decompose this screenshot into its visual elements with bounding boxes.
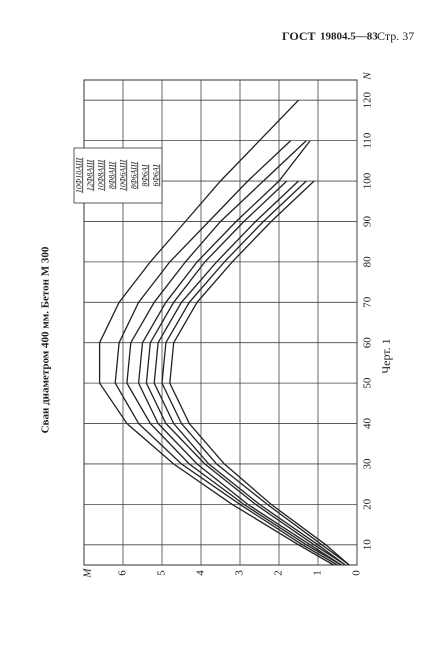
legend-label: 8Ф6АIII xyxy=(129,162,138,190)
header-page: Стр. 37 xyxy=(377,29,414,43)
caption: Черт. 1 xyxy=(379,338,393,373)
legend-label: 8Ф8АIII xyxy=(107,162,116,190)
m-tick-label: 1 xyxy=(312,570,324,576)
n-tick-label: 80 xyxy=(362,256,374,268)
m-axis-label: M xyxy=(82,568,94,579)
n-tick-label: 70 xyxy=(362,296,374,308)
curve xyxy=(153,180,346,566)
m-tick-label: 0 xyxy=(351,570,363,576)
m-tick-label: 5 xyxy=(156,570,168,576)
curve xyxy=(137,140,342,566)
n-tick-label: 50 xyxy=(362,377,374,389)
legend-label: 8Ф6АI xyxy=(140,164,149,186)
n-tick-label: 90 xyxy=(362,215,374,227)
legend-label: 6Ф6АI xyxy=(151,164,160,186)
curve xyxy=(114,140,338,566)
n-tick-label: 110 xyxy=(362,132,374,149)
m-tick-label: 2 xyxy=(273,570,285,576)
n-tick-label: 60 xyxy=(362,337,374,349)
n-axis-label: N xyxy=(362,72,374,81)
n-tick-label: 30 xyxy=(362,458,374,470)
curve xyxy=(98,99,334,566)
legend-label: 10Ф6АIII xyxy=(118,160,127,192)
header-number: 19804.5—83 xyxy=(320,31,378,43)
n-tick-label: 20 xyxy=(362,498,374,510)
curve xyxy=(145,180,346,566)
curve xyxy=(126,140,342,566)
legend-label: 10Ф10АIII xyxy=(74,158,83,194)
m-tick-label: 3 xyxy=(234,570,246,576)
curve xyxy=(169,180,350,566)
n-tick-label: 120 xyxy=(362,91,374,108)
n-tick-label: 100 xyxy=(362,172,374,189)
curve xyxy=(161,180,350,566)
legend-box xyxy=(73,147,163,204)
legend-label: 10Ф8АIII xyxy=(96,160,105,192)
header-left: ГОСТ xyxy=(282,29,316,43)
m-tick-label: 6 xyxy=(117,570,129,576)
legend-label: 12Ф8АIII xyxy=(85,160,94,192)
m-tick-label: 4 xyxy=(195,570,207,576)
chart-title: Сваи диаметром 400 мм. Бетон М 300 xyxy=(40,246,52,433)
n-tick-label: 40 xyxy=(362,418,374,430)
n-tick-label: 10 xyxy=(362,539,374,551)
